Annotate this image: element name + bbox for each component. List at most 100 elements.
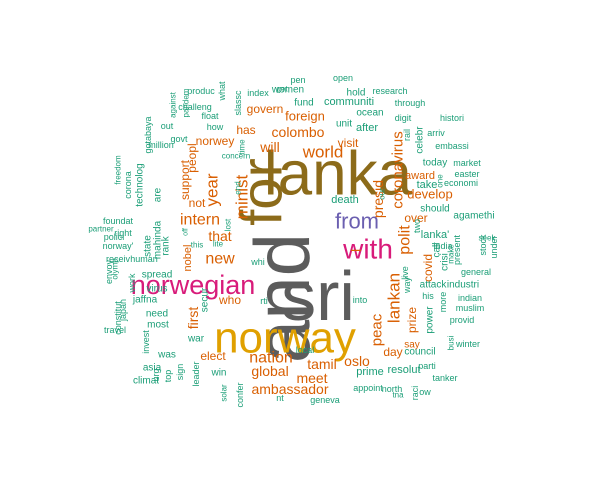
word-govern: govern bbox=[247, 102, 284, 116]
word-day: day bbox=[383, 345, 402, 359]
word-will: will bbox=[259, 139, 279, 155]
word-winter: winter bbox=[455, 339, 480, 349]
word-under: under bbox=[489, 235, 499, 258]
word-more: more bbox=[438, 292, 448, 313]
word-ocean: ocean bbox=[356, 108, 383, 119]
word-foreign: foreign bbox=[285, 109, 325, 124]
word-through: through bbox=[395, 98, 426, 108]
word-get: get bbox=[276, 85, 288, 94]
word-most: most bbox=[147, 320, 169, 331]
word-busi: busi bbox=[447, 335, 456, 350]
word-lost: lost bbox=[224, 218, 233, 231]
word-prime: prime bbox=[356, 366, 384, 378]
word-govt: govt bbox=[170, 134, 188, 144]
word-one: one bbox=[436, 174, 445, 188]
word-our: our bbox=[378, 188, 387, 200]
word-state: state bbox=[143, 235, 154, 257]
word-coronavirus: coronavirus bbox=[390, 131, 407, 209]
word-elect: elect bbox=[200, 349, 226, 363]
word-make: make bbox=[447, 244, 456, 264]
word-rti: rti bbox=[260, 296, 268, 306]
word-japan: japan bbox=[118, 299, 128, 322]
word-right: right bbox=[114, 228, 132, 238]
word-are: are bbox=[153, 187, 164, 202]
word-freedom: freedom bbox=[114, 155, 123, 185]
word-spread: spread bbox=[142, 270, 173, 281]
word-tna: tna bbox=[392, 391, 404, 400]
word-out: out bbox=[161, 121, 174, 131]
word-economi: economi bbox=[444, 178, 478, 188]
word-technolog: technolog bbox=[135, 163, 146, 206]
word-how: how bbox=[207, 122, 224, 132]
word-tanker: tanker bbox=[432, 373, 457, 383]
word-attack: attack bbox=[420, 280, 448, 291]
word-parti: parti bbox=[418, 361, 436, 371]
word-this: this bbox=[191, 241, 203, 250]
word-peac: peac bbox=[369, 313, 386, 346]
word-partner: partner bbox=[88, 225, 114, 234]
word-embassi: embassi bbox=[435, 141, 469, 151]
word-war: war bbox=[187, 334, 205, 345]
word-into: into bbox=[353, 295, 368, 305]
word-lite: lite bbox=[213, 240, 224, 249]
word-virus: virus bbox=[146, 284, 167, 295]
word-digit: digit bbox=[395, 113, 412, 123]
word-prize: prize bbox=[405, 307, 419, 333]
word-minist: minist bbox=[233, 175, 252, 220]
word-win: win bbox=[210, 368, 226, 379]
word-unit: unit bbox=[336, 119, 352, 130]
word-lanka: lanka' bbox=[421, 229, 449, 241]
word-what: what bbox=[217, 81, 227, 102]
word-time: time bbox=[238, 139, 247, 155]
word-produc: produc bbox=[187, 86, 215, 96]
word-end: end bbox=[234, 181, 243, 194]
word-two: two bbox=[412, 219, 422, 233]
word-olymp: olymp bbox=[111, 258, 120, 280]
word-ow: ow bbox=[419, 387, 431, 397]
word-dash: – bbox=[351, 239, 361, 259]
word-today: today bbox=[423, 158, 447, 169]
word-rail: rail bbox=[402, 129, 412, 141]
word-arriv: arriv bbox=[427, 128, 445, 138]
word-who: who bbox=[218, 293, 241, 307]
word-slassc: slassc bbox=[233, 90, 243, 116]
word-off: off bbox=[183, 228, 190, 236]
word-has: has bbox=[236, 123, 255, 137]
word-invest: invest bbox=[141, 330, 151, 354]
word-research: research bbox=[372, 86, 407, 96]
word-fund: fund bbox=[294, 98, 313, 109]
word-council: council bbox=[404, 347, 435, 358]
word-power: power bbox=[425, 306, 436, 334]
word-corona: corona bbox=[123, 171, 133, 199]
word-peopl: peopl bbox=[185, 143, 199, 172]
word-histori: histori bbox=[440, 113, 464, 123]
word-colombo: colombo bbox=[272, 124, 325, 140]
word-year: year bbox=[203, 173, 222, 206]
word-leader: leader bbox=[191, 361, 201, 386]
word-hold: hold bbox=[347, 88, 366, 99]
word-after: after bbox=[356, 122, 378, 134]
word-urg: urg bbox=[151, 368, 161, 381]
word-live: live bbox=[400, 266, 410, 280]
word-market: market bbox=[453, 158, 481, 168]
word-norwey: norwey bbox=[196, 134, 235, 148]
word-whi: whi bbox=[250, 257, 265, 267]
word-celebr: celebr bbox=[415, 126, 426, 154]
word-indian: indian bbox=[458, 293, 482, 303]
word-index: index bbox=[247, 88, 269, 98]
word-local: local bbox=[296, 345, 315, 355]
word-sign: sign bbox=[175, 364, 185, 381]
word-global: global bbox=[251, 363, 288, 379]
word-should: should bbox=[420, 204, 449, 215]
word-visit: visit bbox=[338, 136, 359, 150]
word-solar: solar bbox=[220, 384, 229, 402]
word-confer: confer bbox=[235, 382, 245, 407]
word-need: need bbox=[146, 309, 168, 320]
word-open: open bbox=[333, 73, 353, 83]
word-resolut: resolut bbox=[387, 364, 420, 376]
word-pen: pen bbox=[290, 75, 305, 85]
word-with: with bbox=[342, 234, 393, 265]
word-take: take bbox=[417, 179, 438, 191]
word-agamethi: agamethi bbox=[453, 211, 494, 222]
